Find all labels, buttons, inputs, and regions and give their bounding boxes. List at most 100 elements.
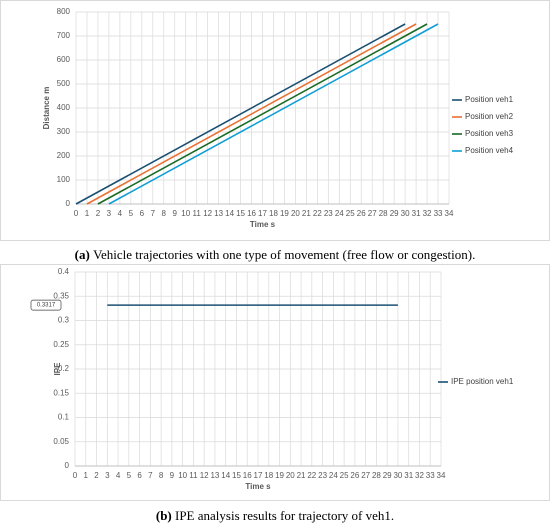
caption-prefix: (b) xyxy=(156,508,172,523)
x-tick-label: 18 xyxy=(269,209,278,218)
y-axis-title: IPE xyxy=(53,362,62,376)
x-axis-title: Time s xyxy=(250,220,276,229)
x-tick-label: 33 xyxy=(434,209,443,218)
chart-frame xyxy=(0,264,550,501)
x-tick-label: 3 xyxy=(105,471,110,480)
y-tick-label: 0.3 xyxy=(58,316,70,325)
x-tick-label: 7 xyxy=(151,209,156,218)
x-tick-label: 2 xyxy=(96,209,101,218)
x-axis-title: Time s xyxy=(245,482,271,491)
legend-label: Position veh4 xyxy=(465,146,514,155)
x-tick-label: 22 xyxy=(307,471,316,480)
x-tick-label: 24 xyxy=(335,209,344,218)
x-tick-label: 4 xyxy=(116,471,121,480)
x-tick-label: 31 xyxy=(412,209,421,218)
x-tick-label: 32 xyxy=(423,209,432,218)
x-tick-label: 8 xyxy=(159,471,164,480)
x-tick-label: 15 xyxy=(236,209,245,218)
series-line xyxy=(108,23,439,205)
data-label: 0.3317 xyxy=(37,303,56,309)
x-tick-label: 13 xyxy=(214,209,223,218)
x-tick-label: 34 xyxy=(437,471,446,480)
y-axis-title: Distance m xyxy=(42,87,51,130)
x-tick-label: 30 xyxy=(393,471,402,480)
x-tick-label: 9 xyxy=(173,209,178,218)
data-label-box xyxy=(30,299,62,311)
x-tick-label: 0 xyxy=(73,471,78,480)
x-tick-label: 33 xyxy=(426,471,435,480)
x-tick-label: 20 xyxy=(286,471,295,480)
x-tick-label: 1 xyxy=(84,471,89,480)
x-tick-label: 1 xyxy=(85,209,90,218)
x-tick-label: 11 xyxy=(189,471,198,480)
y-tick-label: 100 xyxy=(57,175,71,184)
x-tick-label: 2 xyxy=(94,471,99,480)
x-tick-label: 5 xyxy=(127,471,132,480)
x-tick-label: 12 xyxy=(203,209,212,218)
x-tick-label: 26 xyxy=(357,209,366,218)
x-tick-label: 21 xyxy=(297,471,306,480)
x-tick-label: 29 xyxy=(383,471,392,480)
x-tick-label: 28 xyxy=(379,209,388,218)
y-tick-label: 0.15 xyxy=(53,388,69,397)
x-tick-label: 23 xyxy=(324,209,333,218)
legend-label: IPE position veh1 xyxy=(451,377,514,386)
x-tick-label: 27 xyxy=(361,471,370,480)
legend-label: Position veh1 xyxy=(465,95,514,104)
x-tick-label: 13 xyxy=(210,471,219,480)
x-tick-label: 5 xyxy=(129,209,134,218)
y-tick-label: 700 xyxy=(57,31,71,40)
y-tick-label: 0.1 xyxy=(58,413,70,422)
y-tick-label: 800 xyxy=(57,7,71,16)
x-tick-label: 10 xyxy=(181,209,190,218)
x-tick-label: 11 xyxy=(193,209,202,218)
x-tick-label: 14 xyxy=(225,209,234,218)
x-tick-label: 28 xyxy=(372,471,381,480)
x-tick-label: 6 xyxy=(140,209,145,218)
x-tick-label: 6 xyxy=(137,471,142,480)
y-tick-label: 400 xyxy=(57,103,71,112)
x-tick-label: 16 xyxy=(243,471,252,480)
x-tick-label: 17 xyxy=(254,471,263,480)
x-tick-label: 15 xyxy=(232,471,241,480)
y-tick-label: 0.05 xyxy=(53,437,69,446)
caption-text: IPE analysis results for trajectory of v… xyxy=(175,508,394,523)
x-tick-label: 31 xyxy=(404,471,413,480)
caption: (a) Vehicle trajectories with one type o… xyxy=(75,247,476,262)
x-tick-label: 25 xyxy=(346,209,355,218)
x-tick-label: 19 xyxy=(275,471,284,480)
y-tick-label: 600 xyxy=(57,55,71,64)
x-tick-label: 4 xyxy=(118,209,123,218)
x-tick-label: 14 xyxy=(221,471,230,480)
x-tick-label: 30 xyxy=(401,209,410,218)
y-tick-label: 0.35 xyxy=(53,291,69,300)
y-tick-label: 0.25 xyxy=(53,340,69,349)
x-tick-label: 8 xyxy=(162,209,167,218)
x-tick-label: 10 xyxy=(178,471,187,480)
y-tick-label: 300 xyxy=(57,127,71,136)
x-tick-label: 27 xyxy=(368,209,377,218)
x-tick-label: 17 xyxy=(258,209,267,218)
x-tick-label: 29 xyxy=(390,209,399,218)
x-tick-label: 19 xyxy=(280,209,289,218)
x-tick-label: 26 xyxy=(350,471,359,480)
y-tick-label: 200 xyxy=(57,151,71,160)
caption-prefix: (a) xyxy=(75,247,90,262)
y-tick-label: 0.2 xyxy=(58,364,70,373)
x-tick-label: 20 xyxy=(291,209,300,218)
x-tick-label: 3 xyxy=(107,209,112,218)
caption-text: Vehicle trajectories with one type of mo… xyxy=(93,247,475,262)
y-tick-label: 0 xyxy=(66,199,71,208)
x-tick-label: 25 xyxy=(340,471,349,480)
x-tick-label: 34 xyxy=(445,209,454,218)
x-tick-label: 12 xyxy=(200,471,209,480)
legend-label: Position veh2 xyxy=(465,112,514,121)
series-line xyxy=(75,23,406,205)
caption: (b) IPE analysis results for trajectory … xyxy=(156,508,394,523)
y-tick-label: 0.4 xyxy=(58,267,70,276)
x-tick-label: 0 xyxy=(74,209,79,218)
x-tick-label: 7 xyxy=(148,471,153,480)
x-tick-label: 23 xyxy=(318,471,327,480)
x-tick-label: 18 xyxy=(264,471,273,480)
